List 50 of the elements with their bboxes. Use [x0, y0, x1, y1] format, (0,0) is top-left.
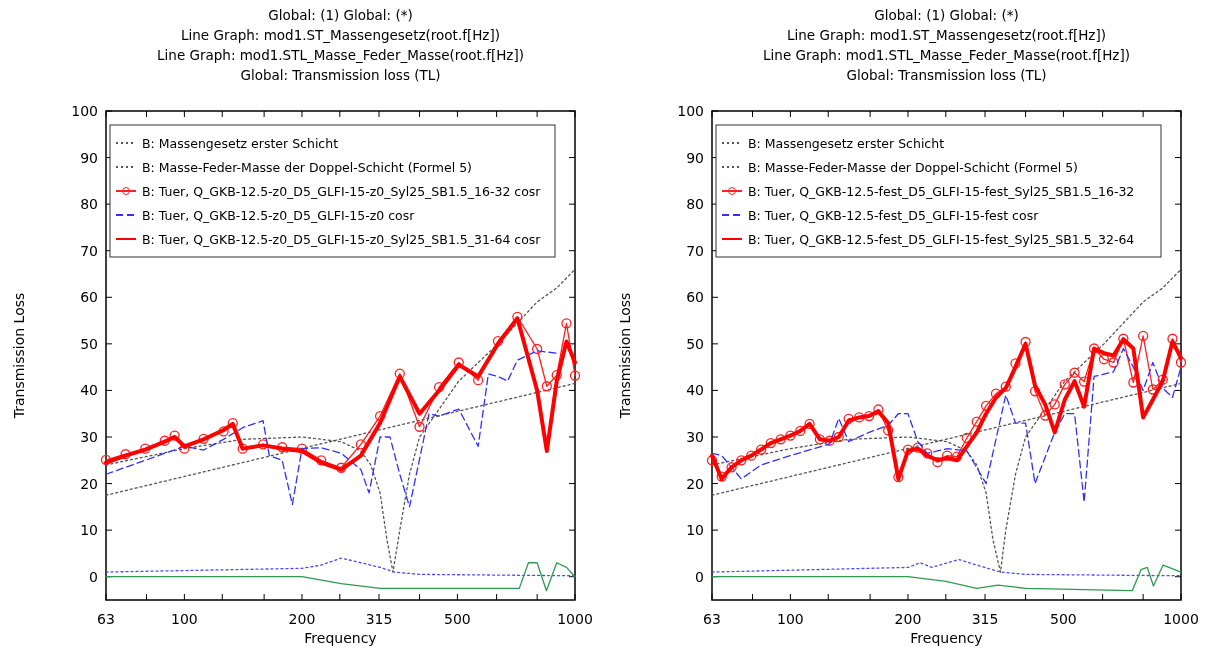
legend-label: B: Masse-Feder-Masse der Doppel-Schicht (Formel 5)	[142, 159, 472, 175]
y-tick-label: 0	[695, 568, 704, 585]
x-tick-label: 315	[365, 611, 393, 627]
legend-label: B: Tuer, Q_GKB-12.5-z0_D5_GLFI-15-z0_Syl25_SB1.5_16-32 cosr	[142, 183, 542, 199]
y-tick-label: 50	[686, 335, 704, 352]
chart-title: Global: (1) Global: (*) Line Graph: mod1.ST_Massengesetz(root.f[Hz]) Line Graph: mod1.STL_Masse_Feder_Masse(root.f[Hz]) Global: Transmission loss (TL)	[157, 7, 524, 83]
legend-label: B: Tuer, Q_GKB-12.5-z0_D5_GLFI-15-z0 cosr	[142, 207, 416, 223]
y-tick-label: 0	[89, 568, 98, 585]
y-tick-label: 10	[686, 522, 704, 539]
x-axis-title: Frequency	[304, 630, 377, 646]
y-tick-label: 80	[80, 196, 98, 213]
legend-label: B: Tuer, Q_GKB-12.5-fest_D5_GLFI-15-fest_Syl25_SB1.5_32-64	[748, 231, 1135, 247]
y-tick-label: 40	[80, 382, 98, 399]
y-tick-label: 60	[686, 289, 704, 306]
x-tick-label: 1000	[1163, 611, 1199, 627]
y-tick-label: 100	[677, 103, 704, 119]
y-tick-label: 90	[686, 149, 704, 166]
y-tick-label: 30	[80, 429, 98, 445]
x-tick-label: 200	[894, 611, 922, 627]
legend-label: B: Tuer, Q_GKB-12.5-fest_D5_GLFI-15-fest cosr	[748, 207, 1040, 223]
y-axis-title: Transmission Loss	[11, 292, 27, 420]
y-tick-label: 70	[686, 242, 704, 259]
y-tick-label: 80	[686, 196, 704, 213]
chart-title: Global: (1) Global: (*) Line Graph: mod1.ST_Massengesetz(root.f[Hz]) Line Graph: mod1.STL_Masse_Feder_Masse(root.f[Hz]) Global: Transmission loss (TL)	[763, 7, 1130, 83]
x-tick-label: 1000	[557, 611, 593, 627]
y-axis-title: Transmission Loss	[617, 292, 633, 420]
x-tick-label: 63	[97, 611, 115, 627]
legend-label: B: Masse-Feder-Masse der Doppel-Schicht (Formel 5)	[748, 159, 1078, 175]
y-tick-label: 40	[686, 382, 704, 399]
x-tick-label: 100	[777, 611, 804, 627]
x-tick-label: 315	[971, 611, 999, 627]
x-tick-label: 63	[703, 611, 721, 627]
y-tick-label: 20	[686, 475, 704, 492]
x-tick-label: 100	[171, 611, 198, 627]
y-tick-label: 60	[80, 289, 98, 306]
legend-label: B: Tuer, Q_GKB-12.5-z0_D5_GLFI-15-z0_Syl25_SB1.5_31-64 cosr	[142, 231, 542, 247]
x-tick-label: 200	[288, 611, 316, 627]
legend-label: B: Tuer, Q_GKB-12.5-fest_D5_GLFI-15-fest_Syl25_SB1.5_16-32	[748, 183, 1135, 199]
y-tick-label: 70	[80, 242, 98, 259]
x-tick-label: 500	[1050, 611, 1077, 627]
x-tick-label: 500	[444, 611, 471, 627]
y-tick-label: 50	[80, 335, 98, 352]
y-tick-label: 10	[80, 522, 98, 539]
legend-label: B: Massengesetz erster Schicht	[142, 135, 339, 151]
y-tick-label: 100	[71, 103, 98, 119]
y-tick-label: 20	[80, 475, 98, 492]
y-tick-label: 30	[686, 429, 704, 445]
y-tick-label: 90	[80, 149, 98, 166]
legend-label: B: Massengesetz erster Schicht	[748, 135, 945, 151]
x-axis-title: Frequency	[910, 630, 983, 646]
